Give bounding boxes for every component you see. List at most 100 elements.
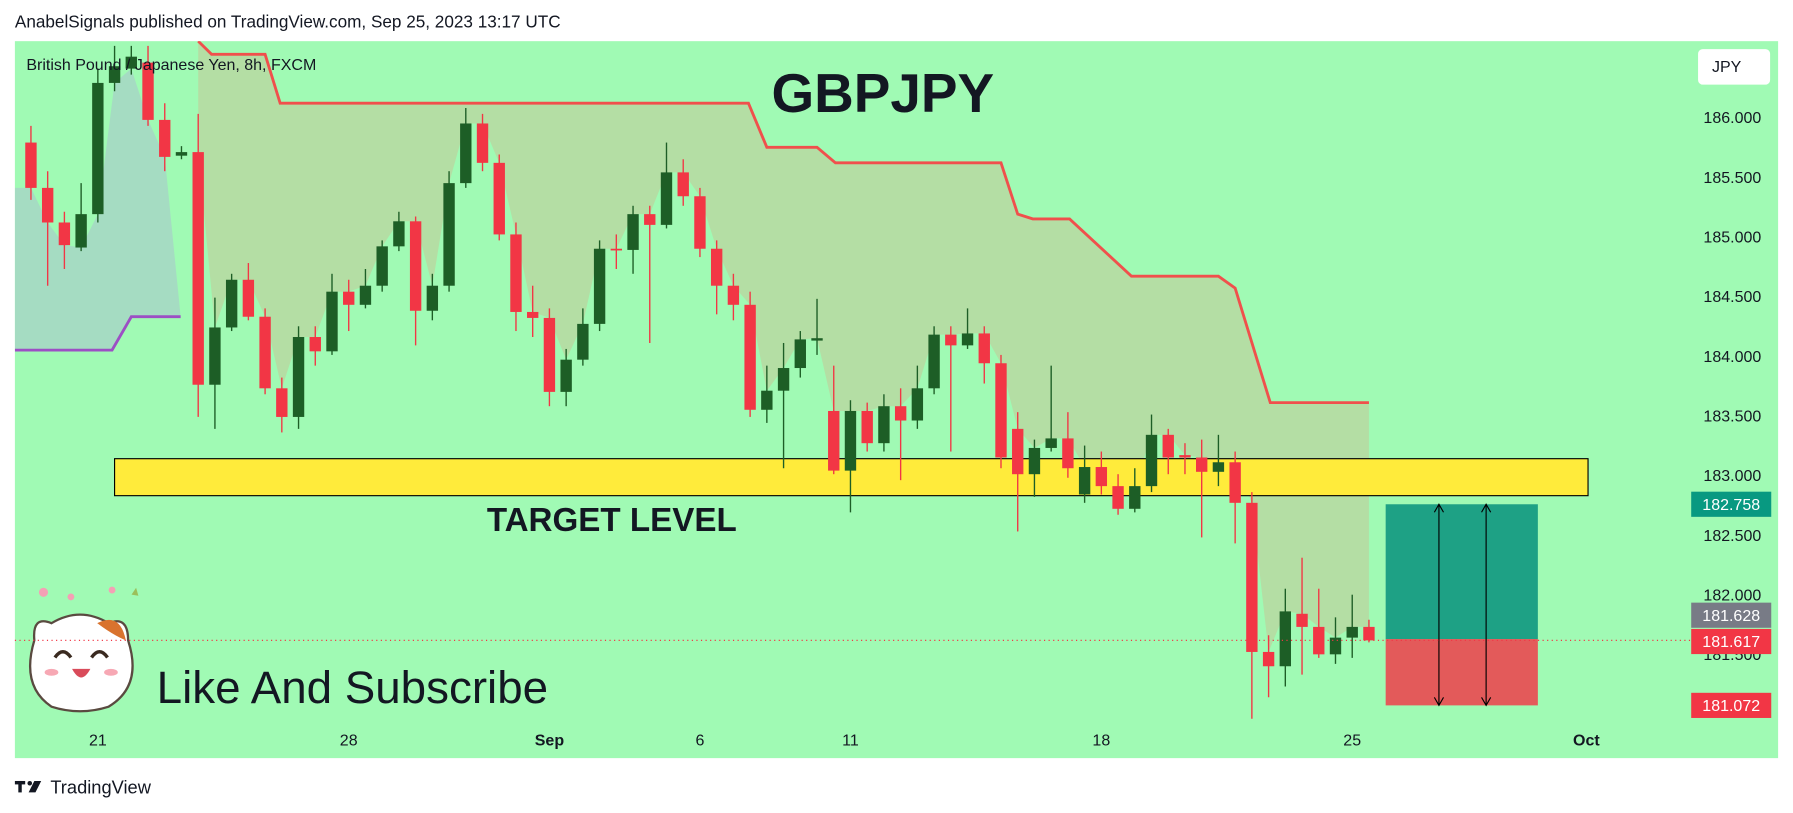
cat-cheek bbox=[44, 668, 59, 676]
candle-body bbox=[1229, 462, 1241, 503]
candle-body bbox=[242, 279, 255, 317]
candle-body bbox=[1212, 462, 1225, 472]
candle-body bbox=[92, 82, 104, 215]
y-tick-label: 183.000 bbox=[1703, 468, 1761, 485]
footer-logo bbox=[14, 780, 42, 793]
candle-body bbox=[175, 152, 188, 156]
candle-body bbox=[443, 183, 455, 286]
cat-eye bbox=[53, 650, 73, 659]
candle-body bbox=[292, 337, 305, 417]
symbol-label: British Pound / Japanese Yen, 8h, FXCM bbox=[26, 57, 316, 74]
candle-body bbox=[58, 222, 71, 246]
x-tick-label: 28 bbox=[340, 733, 358, 750]
position-profit bbox=[1385, 504, 1538, 640]
candle-body bbox=[1363, 626, 1375, 641]
price-label-box bbox=[1691, 491, 1772, 517]
candle-body bbox=[744, 304, 756, 410]
price-label: 181.617 bbox=[1702, 634, 1760, 651]
candle-body bbox=[978, 333, 990, 364]
candle-body bbox=[1095, 467, 1108, 487]
candle-body bbox=[1112, 486, 1124, 509]
candle-body bbox=[359, 285, 372, 305]
price-label-box bbox=[1691, 602, 1772, 628]
candle-body bbox=[811, 338, 823, 341]
cat-patch bbox=[97, 619, 126, 641]
candle-body bbox=[1179, 455, 1191, 458]
y-tick-label: 184.500 bbox=[1703, 289, 1761, 306]
price-label-box bbox=[1691, 628, 1772, 655]
y-tick-label: 186.000 bbox=[1703, 110, 1761, 127]
x-tick-label: 18 bbox=[1092, 733, 1110, 750]
candle-body bbox=[710, 248, 723, 286]
logo-part bbox=[28, 780, 42, 793]
price-label: 182.758 bbox=[1702, 497, 1760, 514]
logo-part bbox=[27, 780, 33, 786]
support-shade bbox=[14, 68, 181, 351]
x-tick-label: 21 bbox=[89, 733, 107, 750]
candle-body bbox=[409, 221, 422, 311]
candle-body bbox=[1296, 613, 1308, 627]
candle-body bbox=[961, 333, 974, 346]
candle-body bbox=[660, 172, 673, 225]
candle-body bbox=[1028, 447, 1041, 475]
candle-body bbox=[593, 248, 606, 324]
candle-body bbox=[1045, 438, 1057, 448]
y-tick-label: 183.500 bbox=[1703, 408, 1761, 425]
candle-body bbox=[1246, 502, 1258, 652]
x-tick-label: Sep bbox=[535, 733, 565, 750]
y-tick-label: 185.000 bbox=[1703, 230, 1761, 247]
arrow-head bbox=[1433, 697, 1445, 707]
candle-body bbox=[476, 123, 489, 163]
candle-body bbox=[25, 142, 37, 188]
currency-label: JPY bbox=[1712, 59, 1742, 76]
candle-body bbox=[677, 172, 689, 197]
sparkle bbox=[67, 593, 75, 601]
candle-body bbox=[911, 388, 924, 421]
candle-body bbox=[1346, 626, 1358, 638]
candle-body bbox=[225, 279, 238, 328]
candle-body bbox=[343, 291, 355, 305]
candle-body bbox=[1062, 438, 1074, 469]
candle-body bbox=[694, 196, 706, 249]
candle-body bbox=[1012, 428, 1024, 475]
support-line bbox=[14, 315, 181, 352]
plot-area bbox=[14, 41, 1589, 719]
candle-body bbox=[945, 334, 957, 346]
candle-body bbox=[794, 339, 806, 369]
candle-body bbox=[1279, 611, 1292, 667]
candle-body bbox=[610, 248, 623, 251]
cat-head bbox=[28, 613, 134, 713]
cat-sticker bbox=[28, 586, 139, 713]
candle-body bbox=[142, 62, 154, 120]
x-tick-label: 11 bbox=[842, 733, 859, 750]
sparkle bbox=[108, 586, 116, 594]
arrow-head bbox=[1481, 503, 1492, 513]
candle-body bbox=[894, 406, 907, 421]
cat-cheek bbox=[104, 668, 118, 676]
target-label: TARGET LEVEL bbox=[487, 502, 737, 539]
sparkle bbox=[131, 587, 139, 596]
candle-body bbox=[1129, 486, 1141, 509]
candle-body bbox=[577, 323, 589, 360]
candle-body bbox=[192, 152, 204, 385]
candle-body bbox=[928, 334, 940, 389]
candle-body bbox=[878, 406, 890, 444]
candle-body bbox=[393, 221, 405, 247]
candle-body bbox=[493, 162, 505, 235]
x-tick-label: Oct bbox=[1573, 733, 1600, 750]
y-tick-label: 182.500 bbox=[1703, 528, 1761, 545]
cat-mouth bbox=[72, 668, 91, 678]
logo-part bbox=[18, 780, 22, 793]
candle-body bbox=[510, 234, 522, 312]
sparkle bbox=[38, 587, 49, 597]
candle-body bbox=[543, 317, 556, 392]
candle-body bbox=[1078, 467, 1091, 495]
candle-body bbox=[426, 285, 439, 311]
price-label: 181.072 bbox=[1702, 698, 1760, 715]
annotation-text: Like And Subscribe bbox=[157, 662, 548, 713]
candle-body bbox=[108, 66, 121, 83]
cat-eye bbox=[90, 650, 109, 659]
position-loss bbox=[1385, 639, 1538, 706]
